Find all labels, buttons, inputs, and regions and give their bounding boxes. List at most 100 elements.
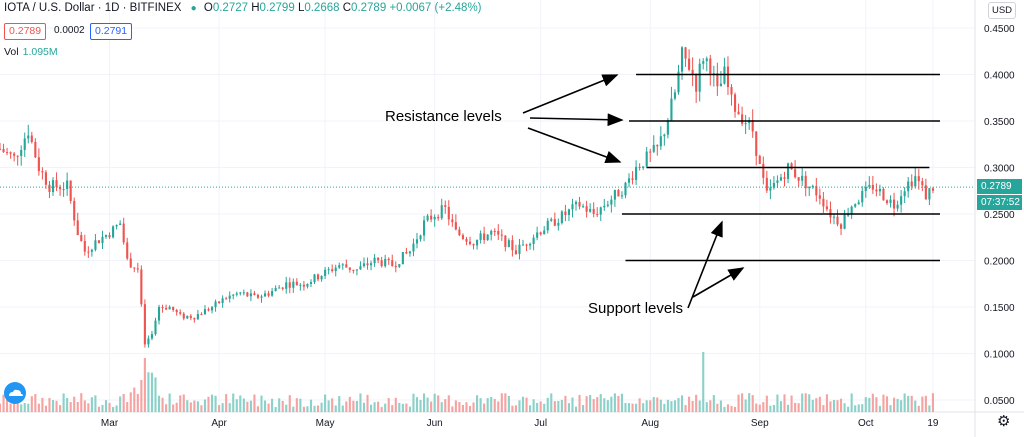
candle-body bbox=[794, 169, 797, 178]
candle-body bbox=[320, 275, 323, 280]
candle-body bbox=[189, 315, 192, 318]
volume-bar bbox=[214, 395, 217, 412]
candle-body bbox=[931, 188, 934, 191]
candle-body bbox=[635, 166, 638, 180]
volume-bar bbox=[649, 400, 652, 412]
candle-body bbox=[133, 267, 136, 269]
volume-bar bbox=[196, 401, 199, 412]
volume-bar bbox=[599, 394, 602, 412]
candle-body bbox=[878, 188, 881, 192]
time-tick-label: 19 bbox=[927, 418, 939, 429]
volume-bar bbox=[472, 402, 475, 412]
high-label: H bbox=[251, 2, 260, 14]
volume-bar bbox=[366, 394, 369, 412]
tradingview-logo[interactable] bbox=[4, 382, 26, 404]
volume-bar bbox=[733, 406, 737, 412]
volume-bar bbox=[719, 400, 722, 412]
candle-body bbox=[415, 239, 419, 244]
candle-body bbox=[256, 294, 260, 298]
candle-body bbox=[741, 114, 744, 124]
candle-body bbox=[557, 223, 560, 226]
volume-bar bbox=[794, 402, 797, 412]
volume-bar bbox=[338, 396, 341, 412]
volume-bar bbox=[900, 400, 903, 412]
volume-bar bbox=[497, 401, 500, 412]
volume-bar bbox=[748, 393, 751, 412]
candle-body bbox=[776, 180, 779, 183]
volume-bar bbox=[624, 402, 627, 412]
settings-gear-icon[interactable]: ⚙ bbox=[997, 413, 1011, 430]
volume-bar bbox=[401, 403, 404, 412]
volume-bar bbox=[882, 394, 885, 412]
candle-body bbox=[751, 120, 754, 132]
volume-bar bbox=[578, 394, 581, 412]
symbol-title[interactable]: IOTA / U.S. Dollar · 1D · BITFINEX bbox=[4, 2, 182, 14]
candle-body bbox=[521, 244, 525, 246]
volume-bar bbox=[836, 400, 839, 412]
price-tick-label: 0.2000 bbox=[984, 257, 1015, 268]
candle-body bbox=[20, 149, 23, 157]
buy-price-button[interactable]: 0.2791 bbox=[90, 23, 133, 40]
candle-body bbox=[885, 200, 889, 204]
candle-body bbox=[560, 211, 563, 224]
candle-body bbox=[249, 293, 252, 297]
volume-bar bbox=[617, 395, 620, 412]
candle-body bbox=[143, 304, 146, 345]
candle-body bbox=[797, 177, 800, 181]
candle-body bbox=[412, 243, 415, 252]
volume-bar bbox=[688, 396, 691, 412]
candle-body bbox=[468, 241, 472, 245]
volume-bar bbox=[596, 397, 599, 412]
price-tick-label: 0.4000 bbox=[984, 71, 1015, 82]
volume-bar bbox=[574, 406, 578, 412]
candle-body bbox=[779, 177, 783, 181]
candle-body bbox=[48, 184, 51, 192]
candle-body bbox=[847, 214, 850, 216]
candle-body bbox=[69, 180, 72, 201]
volume-bar bbox=[253, 394, 256, 412]
sell-price-button[interactable]: 0.2789 bbox=[4, 23, 47, 40]
low-value: 0.2668 bbox=[304, 2, 340, 14]
volume-bar bbox=[398, 402, 401, 412]
volume-bar bbox=[613, 393, 616, 412]
volume-bar bbox=[656, 397, 659, 412]
candle-body bbox=[903, 191, 906, 197]
candle-body bbox=[309, 282, 313, 284]
volume-bar bbox=[755, 403, 758, 412]
volume-bar bbox=[560, 399, 563, 412]
volume-bar bbox=[278, 398, 281, 412]
volume-bar bbox=[299, 398, 302, 412]
volume-bar bbox=[454, 400, 457, 412]
candle-body bbox=[423, 220, 426, 236]
volume-bar bbox=[249, 400, 252, 412]
candle-body bbox=[444, 205, 447, 207]
candle-body bbox=[341, 264, 344, 266]
candle-body bbox=[709, 58, 712, 75]
volume-bar bbox=[380, 406, 383, 412]
candle-body bbox=[691, 69, 694, 75]
candle-body bbox=[90, 249, 93, 252]
volume-bar bbox=[451, 406, 454, 412]
candle-body bbox=[642, 166, 645, 168]
candle-body bbox=[55, 180, 58, 187]
close-value: 0.2789 bbox=[351, 2, 387, 14]
candle-body bbox=[451, 219, 454, 223]
candle-body bbox=[16, 155, 19, 157]
volume-bar bbox=[603, 398, 606, 412]
candle-body bbox=[578, 201, 581, 207]
volume-bar bbox=[292, 406, 295, 412]
volume-bar bbox=[9, 403, 12, 412]
market-status-icon: ● bbox=[190, 3, 197, 14]
candle-body bbox=[483, 233, 486, 241]
candle-body bbox=[606, 204, 609, 206]
volume-bar bbox=[327, 400, 330, 412]
candle-body bbox=[783, 177, 786, 179]
volume-bar bbox=[914, 400, 917, 412]
volume-bar bbox=[182, 394, 185, 412]
candle-body bbox=[490, 230, 493, 235]
candle-body bbox=[458, 229, 461, 236]
volume-bar bbox=[147, 372, 150, 412]
currency-button[interactable]: USD bbox=[988, 2, 1016, 19]
candle-body bbox=[401, 252, 404, 265]
